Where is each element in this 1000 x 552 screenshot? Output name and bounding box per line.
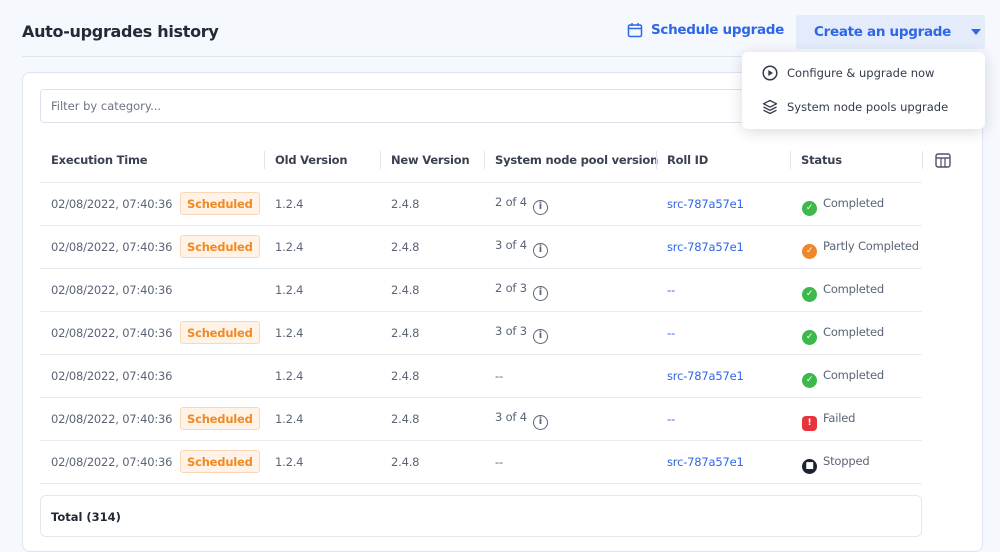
table-row[interactable]: 02/08/2022, 07:40:36 1.2.4 2.4.8 2 of 3 i… [40, 268, 922, 311]
table-row[interactable]: 02/08/2022, 07:40:36 Scheduled 1.2.4 2.4… [40, 440, 922, 483]
table-bottom-border [40, 483, 922, 484]
info-icon[interactable]: i [532, 329, 548, 344]
column-divider [790, 151, 791, 169]
create-upgrade-menu: Configure & upgrade now System node pool… [742, 52, 985, 129]
create-upgrade-label: Create an upgrade [814, 24, 951, 40]
info-icon[interactable]: i [532, 415, 548, 430]
node-pool-version: -- [495, 455, 503, 469]
roll-id-link[interactable]: src-787a57e1 [667, 197, 744, 211]
status-completed-icon: ✓ [802, 201, 817, 216]
info-icon[interactable]: i [532, 286, 548, 301]
old-version: 1.2.4 [275, 369, 304, 383]
roll-id-link[interactable]: src-787a57e1 [667, 455, 744, 469]
column-divider [484, 151, 485, 169]
create-upgrade-button[interactable]: Create an upgrade [796, 15, 985, 49]
scheduled-badge: Scheduled [180, 321, 260, 344]
status-completed-icon: ✓ [802, 287, 817, 302]
table-row[interactable]: 02/08/2022, 07:40:36 Scheduled 1.2.4 2.4… [40, 397, 922, 440]
schedule-upgrade-button[interactable]: Schedule upgrade [627, 22, 784, 38]
play-circle-icon [762, 65, 778, 81]
column-divider [264, 151, 265, 169]
node-pool-version: 2 of 3 [495, 281, 527, 295]
menu-item-label: Configure & upgrade now [787, 66, 935, 80]
new-version: 2.4.8 [391, 455, 420, 469]
new-version: 2.4.8 [391, 283, 420, 297]
column-header-system-node-pool-version[interactable]: System node pool version [495, 153, 659, 167]
schedule-upgrade-label: Schedule upgrade [651, 22, 784, 38]
header-divider [22, 56, 784, 57]
execution-time: 02/08/2022, 07:40:36 [51, 455, 173, 469]
info-icon[interactable]: i [532, 243, 548, 258]
table-total: Total (314) [40, 495, 922, 537]
table-row[interactable]: 02/08/2022, 07:40:36 Scheduled 1.2.4 2.4… [40, 182, 922, 225]
node-pool-version: 3 of 3 [495, 324, 527, 338]
status-text: Partly Completed [823, 239, 919, 253]
column-header-roll-id[interactable]: Roll ID [667, 153, 709, 167]
roll-id-link: -- [667, 326, 675, 340]
roll-id-link: -- [667, 412, 675, 426]
status-completed-icon: ✓ [802, 330, 817, 345]
scheduled-badge: Scheduled [180, 192, 260, 215]
new-version: 2.4.8 [391, 369, 420, 383]
calendar-icon [627, 23, 643, 38]
menu-item-label: System node pools upgrade [787, 100, 949, 114]
execution-time: 02/08/2022, 07:40:36 [51, 283, 173, 297]
page-title: Auto-upgrades history [22, 22, 219, 41]
table-row[interactable]: 02/08/2022, 07:40:36 1.2.4 2.4.8 -- src-… [40, 354, 922, 397]
column-header-old-version[interactable]: Old Version [275, 153, 348, 167]
status-text: Stopped [823, 454, 870, 468]
menu-item-configure-upgrade-now[interactable]: Configure & upgrade now [762, 65, 934, 81]
info-icon[interactable]: i [532, 200, 548, 215]
status-stopped-icon: ■ [802, 459, 817, 474]
new-version: 2.4.8 [391, 240, 420, 254]
status-failed-icon: ! [802, 416, 817, 431]
status-completed-icon: ✓ [802, 373, 817, 388]
filter-input[interactable] [40, 89, 760, 123]
roll-id-link: -- [667, 283, 675, 297]
column-header-new-version[interactable]: New Version [391, 153, 470, 167]
execution-time: 02/08/2022, 07:40:36 [51, 412, 173, 426]
old-version: 1.2.4 [275, 283, 304, 297]
old-version: 1.2.4 [275, 455, 304, 469]
table-row[interactable]: 02/08/2022, 07:40:36 Scheduled 1.2.4 2.4… [40, 311, 922, 354]
new-version: 2.4.8 [391, 326, 420, 340]
roll-id-link[interactable]: src-787a57e1 [667, 240, 744, 254]
execution-time: 02/08/2022, 07:40:36 [51, 240, 173, 254]
column-divider [380, 151, 381, 169]
layers-icon [762, 99, 778, 115]
caret-down-icon [971, 29, 981, 35]
status-text: Completed [823, 325, 884, 339]
scheduled-badge: Scheduled [180, 407, 260, 430]
new-version: 2.4.8 [391, 197, 420, 211]
status-text: Completed [823, 196, 884, 210]
column-divider [656, 151, 657, 169]
execution-time: 02/08/2022, 07:40:36 [51, 326, 173, 340]
menu-item-system-node-pools-upgrade[interactable]: System node pools upgrade [762, 99, 948, 115]
old-version: 1.2.4 [275, 240, 304, 254]
old-version: 1.2.4 [275, 412, 304, 426]
columns-settings-icon[interactable] [935, 153, 951, 168]
table-row[interactable]: 02/08/2022, 07:40:36 Scheduled 1.2.4 2.4… [40, 225, 922, 268]
new-version: 2.4.8 [391, 412, 420, 426]
roll-id-link[interactable]: src-787a57e1 [667, 369, 744, 383]
old-version: 1.2.4 [275, 197, 304, 211]
node-pool-version: 3 of 4 [495, 410, 527, 424]
column-header-execution-time[interactable]: Execution Time [51, 153, 148, 167]
status-text: Completed [823, 368, 884, 382]
scheduled-badge: Scheduled [180, 450, 260, 473]
scheduled-badge: Scheduled [180, 235, 260, 258]
execution-time: 02/08/2022, 07:40:36 [51, 369, 173, 383]
status-partly-completed-icon: ✓ [802, 244, 817, 259]
column-divider [922, 151, 923, 169]
column-header-status[interactable]: Status [801, 153, 842, 167]
status-text: Completed [823, 282, 884, 296]
status-text: Failed [823, 411, 856, 425]
old-version: 1.2.4 [275, 326, 304, 340]
node-pool-version: -- [495, 369, 503, 383]
node-pool-version: 2 of 4 [495, 195, 527, 209]
execution-time: 02/08/2022, 07:40:36 [51, 197, 173, 211]
node-pool-version: 3 of 4 [495, 238, 527, 252]
